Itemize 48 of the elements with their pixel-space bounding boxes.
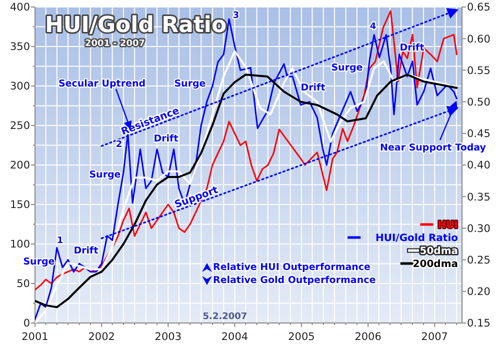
y2-tick-label: 0.50: [467, 96, 490, 108]
annotation: Drift: [300, 82, 326, 94]
annotation: Drift: [154, 133, 179, 144]
annotation: 4: [370, 22, 376, 32]
y2-tick-label: 0.30: [467, 222, 490, 235]
x-tick-label: 2006: [354, 331, 382, 343]
legend-label: HUI/Gold Ratio: [375, 233, 458, 244]
annotation: Surge: [331, 62, 363, 74]
annotation: Relative Gold Outperformance: [213, 275, 376, 286]
y-tick-label: 350: [10, 41, 30, 54]
y2-tick-label: 0.65: [467, 2, 490, 14]
legend-label: HUI: [438, 220, 458, 231]
chart-title: HUI/Gold Ratio: [45, 13, 227, 38]
annotation: 2: [116, 140, 122, 150]
legend-label: 50dma: [420, 246, 458, 257]
y-tick-label: 50: [16, 278, 30, 290]
y-tick-label: 100: [10, 238, 30, 251]
annotation: Surge: [23, 256, 55, 268]
x-tick-label: 2001: [22, 331, 48, 343]
annotation: 3: [232, 11, 240, 22]
y2-tick-label: 0.15: [467, 318, 490, 330]
annotation: 5.2.2007: [202, 312, 248, 322]
y-tick-label: 400: [10, 2, 30, 14]
y-tick-label: 200: [10, 160, 30, 172]
annotation: Drift: [74, 245, 99, 256]
annotation: Surge: [174, 78, 206, 90]
x-tick-label: 2005: [288, 331, 315, 343]
x-tick-label: 2007: [421, 331, 448, 343]
y2-tick-label: 0.20: [467, 286, 490, 298]
annotation: Relative HUI Outperformance: [213, 262, 370, 273]
y-tick-label: 250: [10, 120, 30, 132]
y2-tick-label: 0.25: [467, 254, 490, 266]
y2-tick-label: 0.60: [467, 33, 490, 46]
y-tick-label: 0: [23, 318, 30, 330]
y2-tick-label: 0.45: [467, 128, 490, 140]
x-tick-label: 2002: [88, 331, 115, 343]
annotation: 1: [56, 236, 64, 246]
y2-tick-label: 0.40: [467, 160, 490, 172]
y-tick-label: 150: [10, 199, 30, 212]
annotation: Surge: [89, 169, 121, 180]
legend-label: 200dma: [412, 259, 458, 270]
annotation: Near Support Today: [380, 142, 487, 154]
y2-tick-label: 0.35: [467, 191, 490, 204]
x-tick-label: 2003: [154, 331, 182, 343]
y-tick-label: 300: [10, 80, 30, 93]
x-tick-label: 2004: [221, 331, 248, 343]
y2-tick-label: 0.55: [467, 64, 490, 77]
annotation: Secular Uptrend: [58, 78, 146, 90]
